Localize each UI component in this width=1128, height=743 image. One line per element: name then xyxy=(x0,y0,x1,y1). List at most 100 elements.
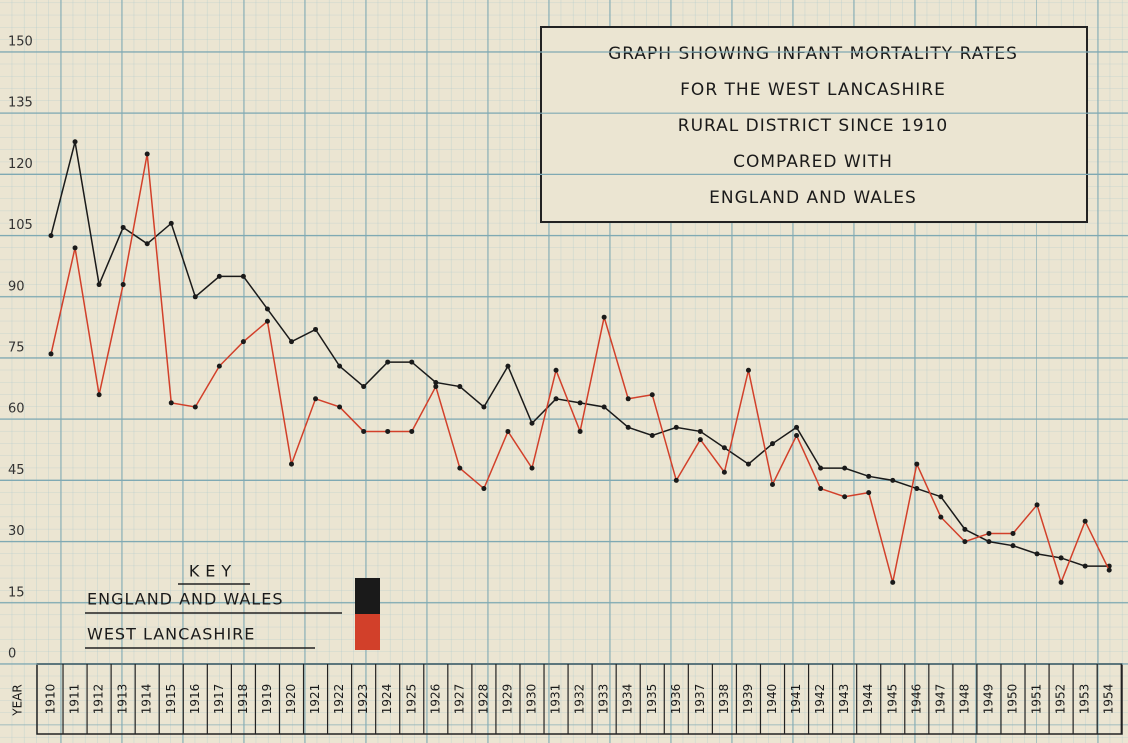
data-point xyxy=(529,420,535,426)
y-tick-label: 90 xyxy=(8,279,25,294)
data-point xyxy=(505,428,511,434)
x-tick-label: 1935 xyxy=(645,684,659,715)
x-tick-label: 1936 xyxy=(669,684,683,715)
x-tick-label: 1914 xyxy=(140,684,154,715)
y-tick-label: 135 xyxy=(8,96,33,111)
x-tick-label: 1919 xyxy=(260,684,274,715)
data-point xyxy=(216,363,222,369)
x-tick-label: 1954 xyxy=(1102,684,1116,715)
title-line: RURAL DISTRICT SINCE 1910 xyxy=(678,116,948,136)
title: GRAPH SHOWING INFANT MORTALITY RATES FOR … xyxy=(608,44,1018,208)
y-tick-label: 60 xyxy=(8,402,25,417)
data-point xyxy=(938,494,944,500)
data-point xyxy=(601,314,607,320)
y-tick-label: 75 xyxy=(8,341,25,356)
x-tick-label: 1916 xyxy=(188,684,202,715)
x-tick-label: 1911 xyxy=(68,684,82,715)
data-point xyxy=(818,465,824,471)
x-tick-label: 1951 xyxy=(1030,684,1044,715)
x-tick-label: 1924 xyxy=(380,684,394,715)
x-tick-label: 1934 xyxy=(621,684,635,715)
x-tick-label: 1920 xyxy=(284,684,298,715)
y-tick-label: 30 xyxy=(8,524,25,539)
legend-label: WEST LANCASHIRE xyxy=(87,625,255,644)
data-point xyxy=(770,481,775,487)
data-point xyxy=(1106,567,1112,573)
x-tick-label: 1948 xyxy=(957,684,971,715)
data-point xyxy=(745,461,751,467)
data-point xyxy=(649,433,655,439)
data-point xyxy=(914,486,920,492)
title-box xyxy=(540,26,1088,223)
data-point xyxy=(673,477,679,483)
title-line: ENGLAND AND WALES xyxy=(709,188,917,208)
data-point xyxy=(72,139,78,145)
data-point xyxy=(842,465,848,471)
data-point xyxy=(457,384,463,390)
data-point xyxy=(1082,563,1088,569)
data-point xyxy=(890,579,896,585)
data-point xyxy=(890,477,896,483)
data-point xyxy=(289,339,294,345)
data-point xyxy=(962,526,968,532)
x-tick-label: 1929 xyxy=(500,684,514,715)
data-point xyxy=(625,424,631,430)
data-point xyxy=(794,433,800,439)
data-point xyxy=(529,465,535,471)
data-point xyxy=(240,273,246,279)
data-point xyxy=(697,428,703,434)
x-tick-label: 1940 xyxy=(765,684,779,715)
data-point xyxy=(264,306,270,312)
x-tick-label: 1945 xyxy=(885,684,899,715)
data-point xyxy=(697,437,703,443)
data-point xyxy=(289,461,294,467)
x-tick-label: 1933 xyxy=(597,684,611,715)
x-tick-label: 1931 xyxy=(549,684,563,715)
x-tick-label: 1932 xyxy=(573,684,587,715)
data-point xyxy=(409,428,415,434)
x-tick-label: 1937 xyxy=(693,684,707,715)
y-tick-label: 15 xyxy=(8,585,25,600)
x-tick-label: 1939 xyxy=(741,684,755,715)
data-point xyxy=(433,384,439,390)
data-point xyxy=(625,396,631,402)
data-point xyxy=(721,469,727,475)
data-point xyxy=(313,326,319,332)
x-tick-label: 1927 xyxy=(452,684,466,715)
y-tick-label: 150 xyxy=(8,35,33,50)
data-point xyxy=(120,282,126,288)
x-tick-label: 1938 xyxy=(717,684,731,715)
data-point xyxy=(48,351,54,357)
data-point xyxy=(457,465,463,471)
x-tick-label: 1950 xyxy=(1006,684,1020,715)
data-point xyxy=(938,514,944,520)
legend-swatch xyxy=(355,614,380,650)
data-point xyxy=(337,404,343,410)
data-point xyxy=(1010,543,1016,549)
x-tick-label: 1921 xyxy=(308,684,322,715)
data-point xyxy=(553,367,559,373)
x-tick-label: 1930 xyxy=(525,684,539,715)
data-point xyxy=(192,294,198,300)
x-tick-label: 1942 xyxy=(813,684,827,715)
data-point xyxy=(794,424,800,430)
data-point xyxy=(1058,555,1064,561)
legend-swatch xyxy=(355,578,380,614)
data-point xyxy=(721,445,727,451)
data-point xyxy=(240,339,246,345)
data-point xyxy=(481,486,487,492)
title-line: GRAPH SHOWING INFANT MORTALITY RATES xyxy=(608,44,1018,64)
data-point xyxy=(601,404,607,410)
x-tick-label: 1910 xyxy=(44,684,58,715)
x-tick-label: 1946 xyxy=(909,684,923,715)
data-point xyxy=(481,404,487,410)
data-point xyxy=(433,379,439,385)
x-tick-label: 1912 xyxy=(92,684,106,715)
data-point xyxy=(553,396,559,402)
data-point xyxy=(192,404,198,410)
data-point xyxy=(48,233,54,239)
data-point xyxy=(1058,579,1064,585)
data-point xyxy=(505,363,511,369)
title-line: FOR THE WEST LANCASHIRE xyxy=(680,80,946,100)
